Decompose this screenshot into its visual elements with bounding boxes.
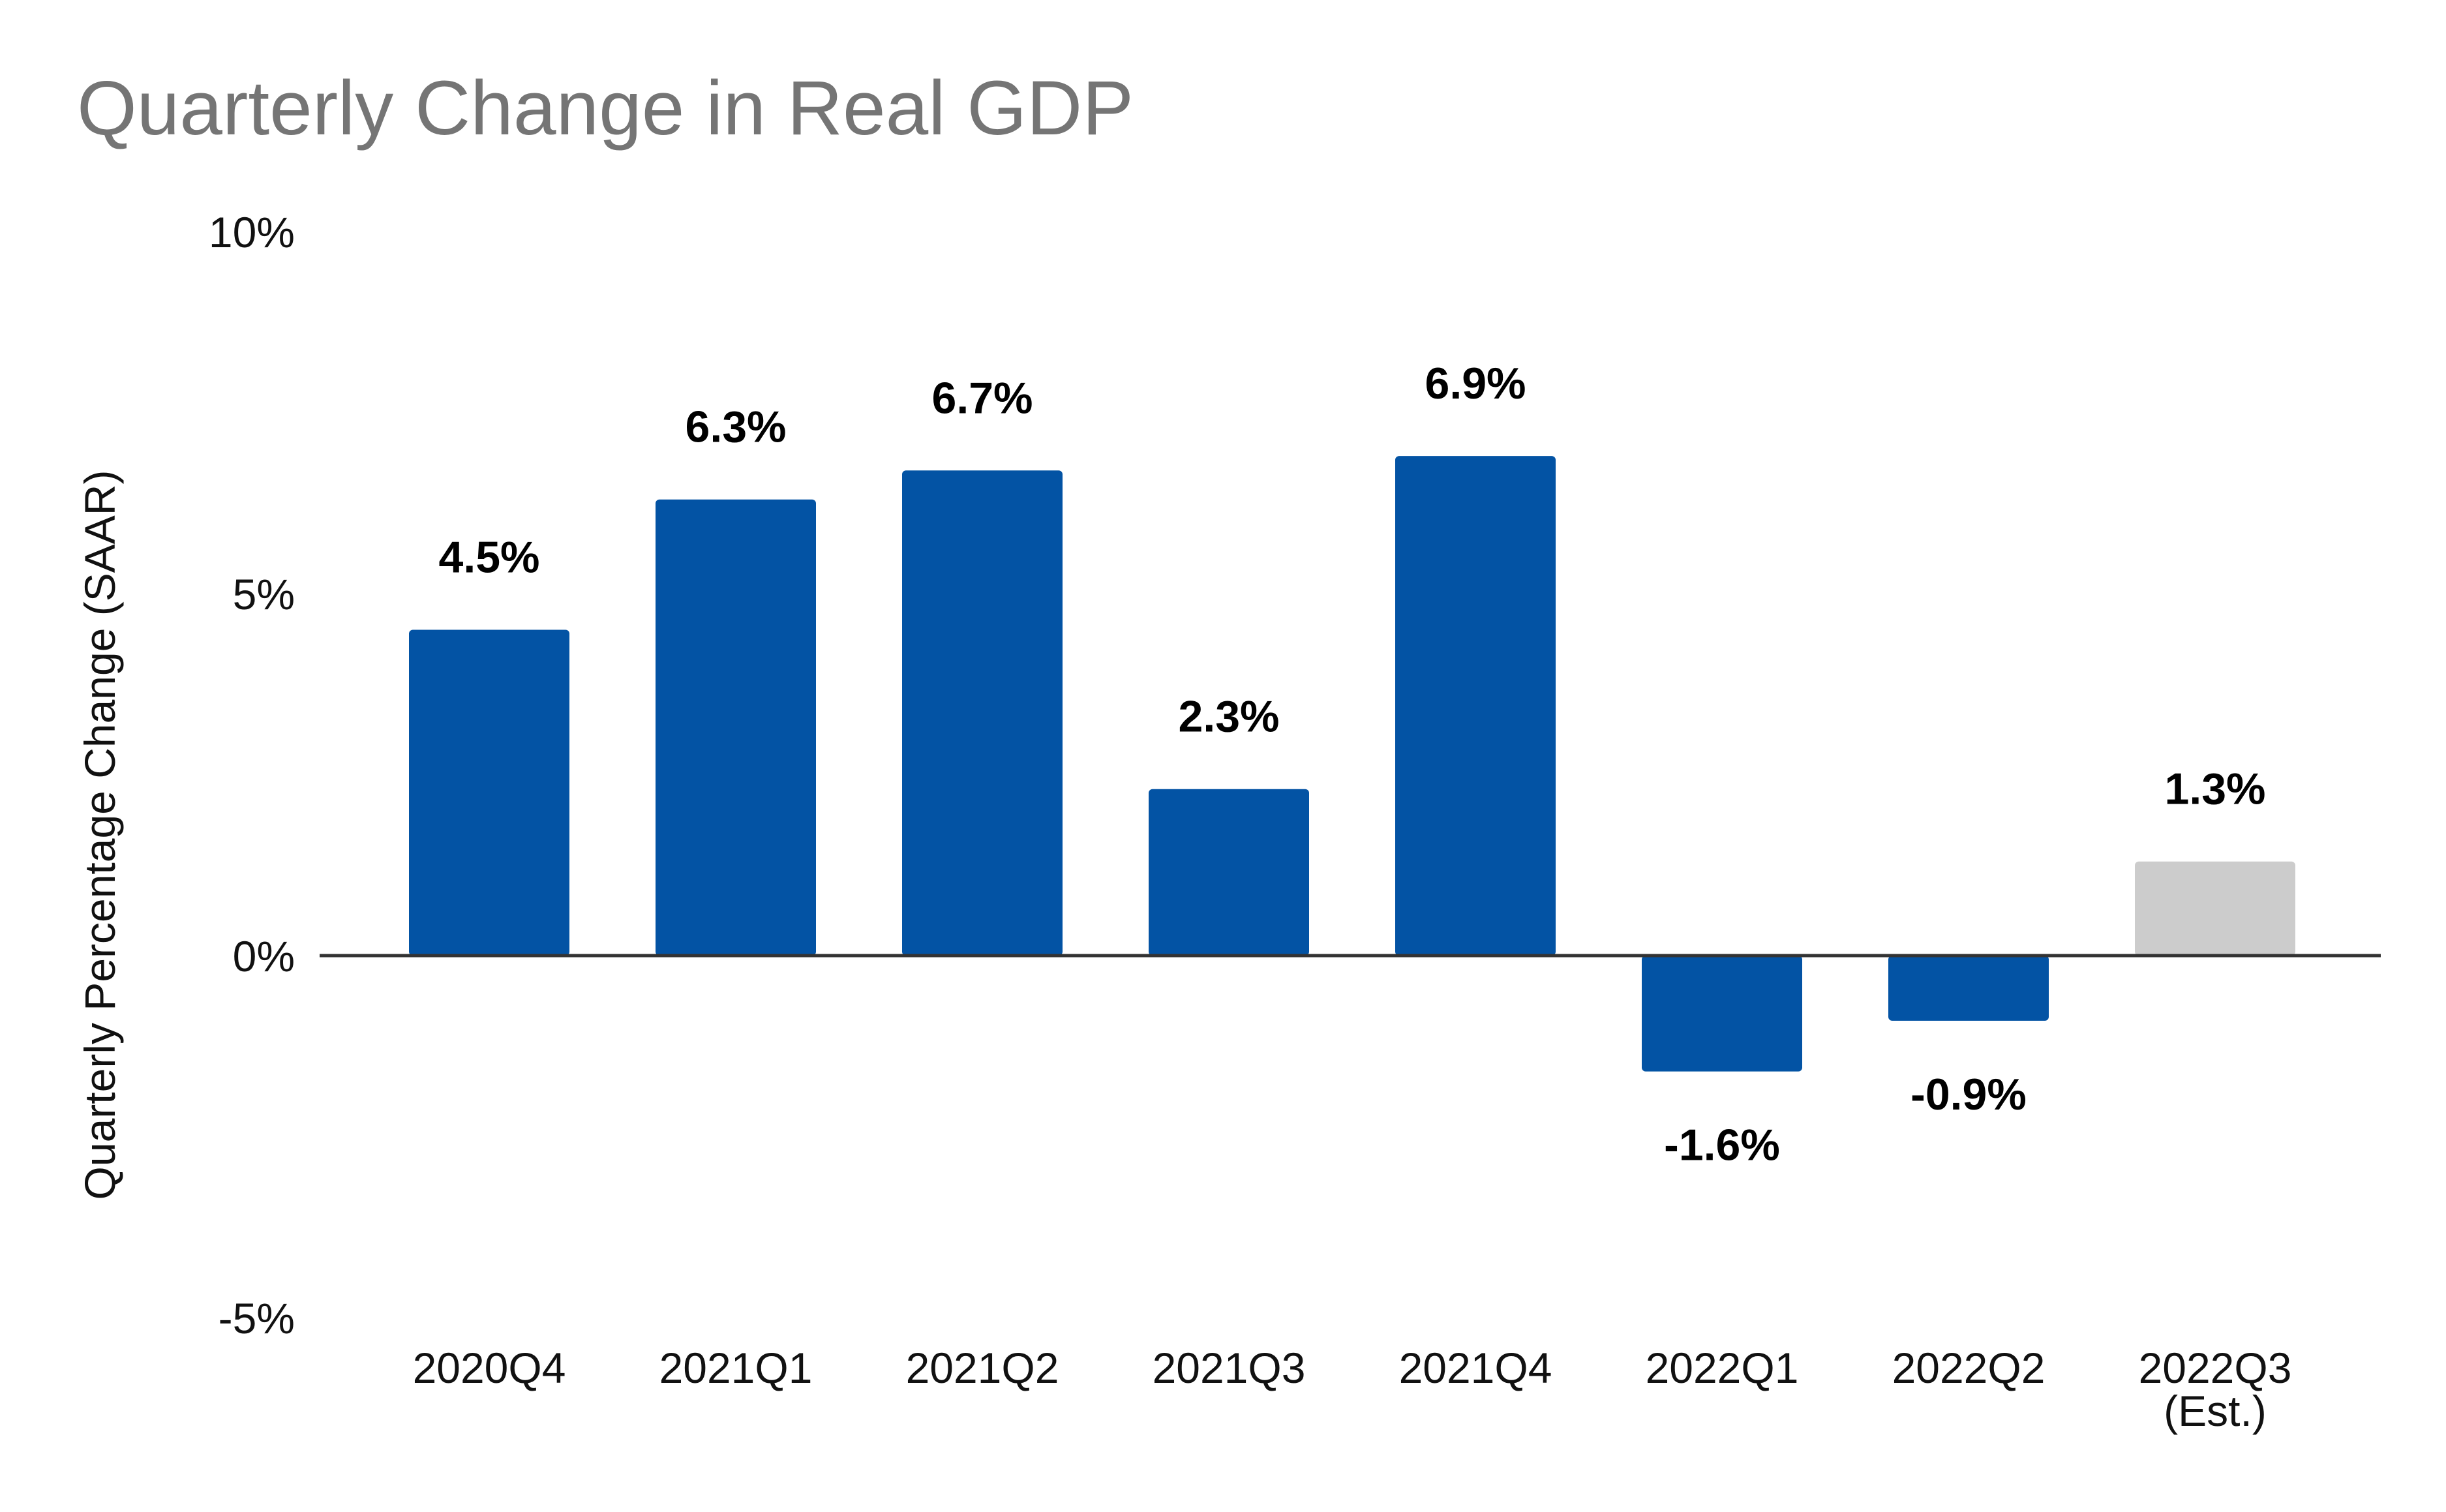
x-category-line: 2022Q3: [2139, 1344, 2292, 1392]
x-category-label: 2021Q1: [659, 1344, 813, 1392]
x-axis-categories: 2020Q4 2021Q1 2021Q2 2021Q3 2021Q4 2022Q1 2022…: [413, 1344, 2292, 1435]
y-tick-label: -5%: [219, 1294, 295, 1342]
data-label: -1.6%: [1664, 1121, 1780, 1170]
x-category-line: (Est.): [2164, 1387, 2267, 1435]
chart-title: Quarterly Change in Real GDP: [77, 65, 1134, 151]
bar: [1149, 789, 1309, 956]
x-category-line: 2022Q1: [1646, 1344, 1799, 1392]
x-category-label: 2022Q2: [1892, 1344, 2046, 1392]
y-tick-label: 10%: [209, 208, 295, 256]
bar: [2135, 861, 2295, 956]
bar: [1395, 456, 1556, 956]
x-category-line: 2021Q4: [1399, 1344, 1552, 1392]
x-category-label: 2020Q4: [413, 1344, 566, 1392]
data-label: 6.9%: [1425, 359, 1526, 408]
data-label: 2.3%: [1179, 692, 1280, 742]
x-category-label: 2022Q1: [1646, 1344, 1799, 1392]
x-category-line: 2021Q2: [906, 1344, 1059, 1392]
data-label: 6.3%: [686, 402, 787, 452]
data-label: -0.9%: [1910, 1070, 2027, 1119]
x-category-label: 2021Q2: [906, 1344, 1059, 1392]
bar: [409, 629, 569, 956]
bars: [409, 456, 2295, 1072]
x-category-line: 2021Q1: [659, 1344, 813, 1392]
y-tick-label: 5%: [233, 570, 295, 618]
bar: [656, 499, 816, 956]
bar: [1642, 956, 1802, 1072]
x-category-label: 2021Q3: [1153, 1344, 1306, 1392]
x-category-line: 2021Q3: [1153, 1344, 1306, 1392]
x-category-label: 2022Q3 (Est.): [2139, 1344, 2292, 1435]
data-label: 4.5%: [439, 533, 540, 582]
bar: [902, 470, 1063, 956]
x-category-line: 2020Q4: [413, 1344, 566, 1392]
bar: [1888, 956, 2049, 1021]
x-category-label: 2021Q4: [1399, 1344, 1552, 1392]
x-category-line: 2022Q2: [1892, 1344, 2046, 1392]
y-tick-label: 0%: [233, 932, 295, 980]
y-axis-title: Quarterly Percentage Change (SAAR): [76, 470, 124, 1200]
data-label: 1.3%: [2165, 764, 2266, 814]
data-label: 6.7%: [932, 373, 1033, 423]
y-axis-ticks: 10% 5% 0% -5%: [209, 208, 295, 1342]
data-labels: 4.5% 6.3% 6.7% 2.3% 6.9% -1.6% -0.9% 1.3%: [439, 359, 2266, 1170]
